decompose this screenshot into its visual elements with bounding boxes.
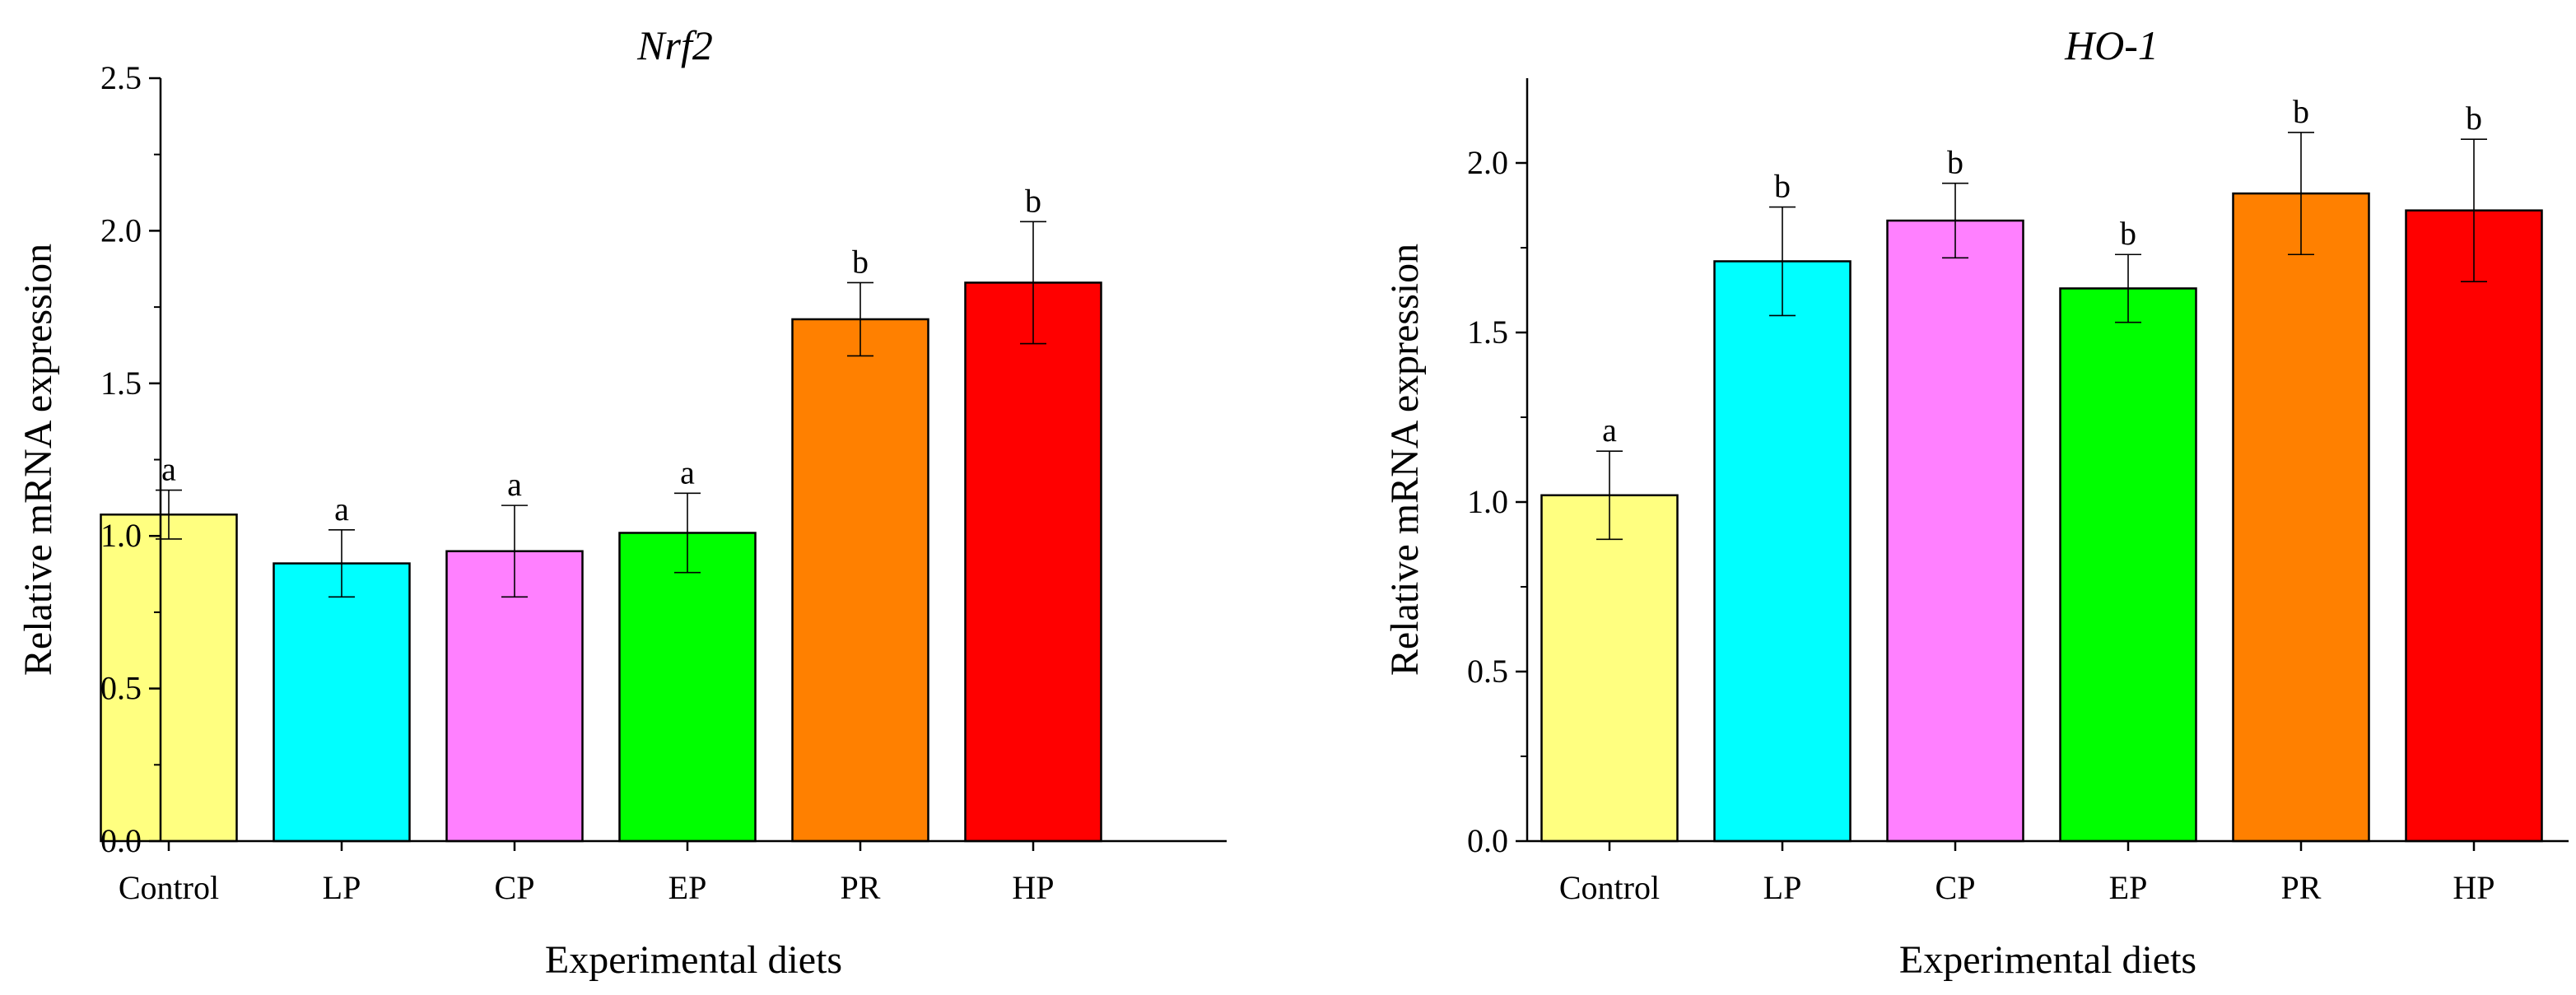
- ho1-significance-letter-hp: b: [2466, 100, 2482, 137]
- nrf2-bar-hp: [964, 281, 1102, 843]
- ho1-chart-panel: a Control b LP b CP b EP b PR b HP 0.0 0.5 1.0 1.5 2.0 HO…: [1383, 22, 2569, 982]
- ho1-y-axis-label: Relative mRNA expression: [1383, 244, 1427, 676]
- ho1-y-tick-label: 2.0: [1467, 144, 1508, 181]
- ho1-significance-letter-control: a: [1602, 411, 1617, 449]
- ho1-error-bar-control: [1596, 450, 1623, 541]
- nrf2-bar-ep: [618, 532, 757, 843]
- nrf2-significance-letter-pr: b: [852, 243, 869, 280]
- nrf2-y-tick-label: 1.0: [100, 517, 142, 554]
- nrf2-y-tick-label: 0.0: [100, 822, 142, 859]
- ho1-x-tick-label-pr: PR: [2281, 869, 2322, 906]
- ho1-x-tick-label-hp: HP: [2453, 869, 2494, 906]
- nrf2-x-tick-label-hp: HP: [1012, 869, 1054, 906]
- nrf2-significance-letter-lp: a: [334, 491, 349, 528]
- nrf2-error-bar-cp: [501, 504, 528, 598]
- nrf2-error-bar-ep: [674, 492, 701, 574]
- ho1-error-bar-cp: [1942, 182, 1968, 259]
- nrf2-y-tick-label: 0.5: [100, 670, 142, 707]
- ho1-y-tick-label: 1.0: [1467, 483, 1508, 520]
- nrf2-chart-title: Nrf2: [636, 22, 713, 68]
- ho1-bar-pr: [2232, 192, 2370, 843]
- nrf2-chart-panel: a Control a LP a CP a EP b PR b HP 0.0 0.5 1.0 1.5 2.0 2.…: [16, 22, 1227, 982]
- nrf2-bar-control: [100, 513, 238, 843]
- nrf2-bar-pr: [791, 318, 929, 843]
- ho1-significance-letter-cp: b: [1947, 144, 1963, 181]
- nrf2-error-bar-pr: [847, 281, 873, 357]
- nrf2-significance-letter-control: a: [161, 451, 176, 488]
- ho1-error-bar-pr: [2288, 132, 2314, 256]
- ho1-error-bar-ep: [2115, 253, 2141, 323]
- ho1-error-bar-hp: [2461, 138, 2487, 283]
- ho1-significance-letter-pr: b: [2293, 93, 2309, 130]
- nrf2-significance-letter-hp: b: [1025, 182, 1041, 219]
- ho1-error-bar-lp: [1769, 206, 1796, 317]
- nrf2-significance-letter-cp: a: [507, 466, 522, 503]
- ho1-x-tick-label-lp: LP: [1763, 869, 1802, 906]
- ho1-x-tick-label-cp: CP: [1935, 869, 1976, 906]
- nrf2-y-axis-label: Relative mRNA expression: [16, 244, 60, 676]
- nrf2-x-tick-label-control: Control: [119, 869, 219, 906]
- nrf2-significance-letter-ep: a: [680, 453, 695, 491]
- ho1-bar-ep: [2059, 287, 2197, 843]
- nrf2-x-tick-label-pr: PR: [841, 869, 881, 906]
- nrf2-x-tick-label-lp: LP: [323, 869, 361, 906]
- ho1-significance-letter-ep: b: [2120, 215, 2136, 252]
- nrf2-y-tick-label: 2.0: [100, 212, 142, 249]
- ho1-bar-cp: [1886, 219, 2024, 843]
- ho1-y-tick-label: 0.0: [1467, 822, 1508, 859]
- ho1-y-tick-label: 1.5: [1467, 314, 1508, 351]
- nrf2-bar-cp: [445, 550, 584, 843]
- nrf2-error-bar-lp: [328, 528, 355, 598]
- nrf2-x-tick-label-cp: CP: [495, 869, 535, 906]
- nrf2-y-tick-label: 2.5: [100, 59, 142, 96]
- ho1-y-tick-label: 0.5: [1467, 653, 1508, 690]
- ho1-x-tick-label-control: Control: [1559, 869, 1660, 906]
- nrf2-bar-lp: [273, 562, 411, 843]
- nrf2-x-tick-label-ep: EP: [668, 869, 707, 906]
- ho1-x-tick-label-ep: EP: [2109, 869, 2148, 906]
- ho1-bar-control: [1540, 494, 1679, 843]
- ho1-significance-letter-lp: b: [1774, 168, 1791, 205]
- nrf2-x-axis-label: Experimental diets: [545, 938, 842, 982]
- ho1-x-axis-label: Experimental diets: [1899, 938, 2196, 982]
- nrf2-y-tick-label: 1.5: [100, 365, 142, 402]
- ho1-bar-lp: [1713, 260, 1852, 843]
- ho1-bar-hp: [2405, 209, 2543, 843]
- nrf2-error-bar-hp: [1020, 221, 1046, 345]
- ho1-chart-title: HO-1: [2064, 22, 2159, 68]
